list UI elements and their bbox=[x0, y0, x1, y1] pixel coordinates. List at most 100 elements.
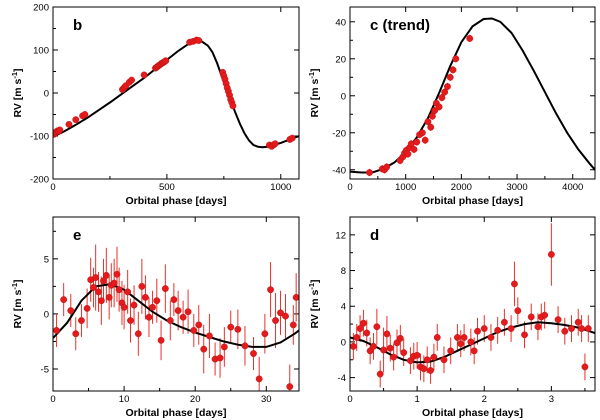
data-point bbox=[83, 305, 91, 312]
data-point bbox=[511, 280, 518, 288]
data-point bbox=[427, 367, 434, 374]
data-point bbox=[410, 146, 418, 153]
data-point bbox=[289, 321, 297, 329]
x-tick-label: 0 bbox=[50, 394, 55, 405]
y-tick-label: 0 bbox=[341, 337, 346, 348]
x-tick-label: 3000 bbox=[506, 182, 527, 193]
data-point bbox=[277, 309, 284, 317]
data-point bbox=[444, 83, 451, 90]
x-tick-label: 4000 bbox=[562, 182, 583, 193]
x-axis-label: Orbital phase [days] bbox=[422, 195, 523, 207]
data-point bbox=[130, 301, 138, 309]
data-point bbox=[227, 323, 235, 331]
y-tick-label: 12 bbox=[335, 230, 346, 241]
x-tick-label: 2 bbox=[482, 394, 487, 405]
x-tick-label: 0 bbox=[347, 182, 352, 193]
data-point bbox=[350, 342, 357, 350]
data-point bbox=[157, 336, 165, 344]
data-point bbox=[220, 343, 228, 351]
x-tick-label: 1000 bbox=[395, 182, 416, 193]
data-point bbox=[467, 338, 475, 346]
y-axis-label-end: ] bbox=[12, 279, 24, 283]
data-point bbox=[514, 307, 522, 315]
y-axis-label-end: ] bbox=[309, 68, 321, 72]
data-point bbox=[574, 318, 582, 326]
x-tick-label: 30 bbox=[261, 394, 272, 405]
data-point bbox=[272, 317, 279, 324]
data-point bbox=[353, 334, 361, 341]
data-point bbox=[431, 107, 439, 114]
data-point bbox=[440, 356, 448, 364]
y-tick-label: -20 bbox=[332, 128, 346, 139]
panel-label: e bbox=[73, 227, 81, 244]
y-tick-label: 4 bbox=[341, 302, 346, 313]
data-point bbox=[65, 120, 73, 128]
data-point bbox=[162, 57, 170, 65]
y-axis-label: RV [m s-1] bbox=[10, 279, 24, 328]
data-point bbox=[200, 345, 208, 353]
data-point bbox=[452, 55, 460, 63]
data-point bbox=[396, 334, 404, 342]
data-point bbox=[78, 317, 85, 324]
model-curve bbox=[350, 17, 595, 174]
data-point bbox=[404, 150, 412, 158]
x-axis-label: Orbital phase [days] bbox=[126, 407, 227, 419]
data-point bbox=[292, 293, 299, 301]
data-point bbox=[145, 313, 153, 321]
data-point bbox=[460, 334, 468, 341]
data-point bbox=[521, 331, 528, 339]
data-point bbox=[474, 327, 481, 335]
data-point bbox=[56, 126, 64, 134]
data-point bbox=[90, 284, 97, 291]
data-point bbox=[500, 318, 508, 326]
data-point bbox=[427, 123, 435, 131]
data-point bbox=[60, 296, 68, 303]
data-point bbox=[53, 327, 60, 334]
data-point bbox=[124, 288, 132, 296]
data-point bbox=[457, 340, 465, 348]
y-axis-label-main: RV [m s bbox=[309, 78, 321, 117]
data-point bbox=[547, 251, 555, 258]
data-point bbox=[288, 134, 296, 142]
data-point bbox=[140, 71, 148, 79]
y-tick-label: 100 bbox=[33, 46, 49, 57]
data-point bbox=[142, 293, 149, 301]
data-point bbox=[370, 342, 377, 350]
plot-area bbox=[53, 244, 299, 391]
data-point bbox=[383, 163, 391, 171]
data-point bbox=[153, 297, 161, 305]
data-point bbox=[418, 129, 426, 137]
data-point bbox=[413, 138, 421, 146]
data-point bbox=[170, 296, 178, 303]
data-point bbox=[184, 308, 192, 316]
plot-frame bbox=[52, 216, 300, 392]
data-point bbox=[446, 73, 454, 81]
y-axis-label-end: ] bbox=[309, 279, 321, 283]
data-point bbox=[255, 375, 263, 383]
data-point bbox=[190, 327, 198, 334]
data-point bbox=[234, 325, 242, 333]
data-point bbox=[206, 332, 213, 340]
x-tick-label: 10 bbox=[119, 394, 130, 405]
plot-area bbox=[350, 17, 595, 177]
data-point bbox=[527, 313, 535, 321]
plot-frame bbox=[349, 6, 596, 180]
y-axis-label: RV [m s-1] bbox=[307, 68, 321, 117]
data-point bbox=[134, 330, 142, 338]
panel-label: d bbox=[370, 227, 379, 244]
data-point bbox=[282, 312, 289, 320]
data-point bbox=[267, 286, 274, 294]
data-point bbox=[72, 330, 80, 338]
data-point bbox=[286, 383, 294, 390]
x-tick-label: 500 bbox=[159, 182, 175, 193]
x-tick-label: 0 bbox=[347, 394, 352, 405]
data-point bbox=[494, 326, 502, 334]
data-point bbox=[386, 344, 394, 352]
data-point bbox=[229, 102, 237, 110]
data-point bbox=[356, 325, 364, 332]
data-point bbox=[161, 285, 169, 292]
data-point bbox=[100, 277, 107, 285]
data-point bbox=[128, 76, 135, 84]
data-point bbox=[366, 169, 373, 176]
